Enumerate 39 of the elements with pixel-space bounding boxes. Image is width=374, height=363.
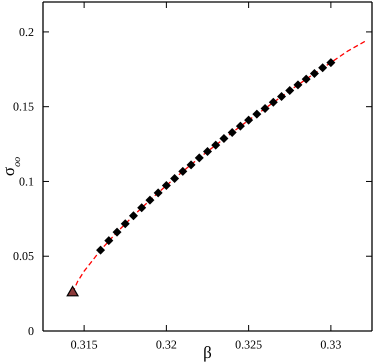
point [96, 246, 106, 255]
y-tick-label: 0 [28, 324, 34, 338]
point [203, 147, 212, 156]
point [285, 86, 294, 96]
x-tick-label: 0.315 [70, 338, 98, 352]
point [219, 134, 228, 144]
point [128, 211, 138, 220]
point [170, 174, 180, 183]
point [277, 92, 286, 102]
point [194, 153, 204, 162]
y-tick-label: 0.15 [13, 100, 34, 114]
point [302, 74, 311, 84]
point [228, 128, 237, 138]
point [236, 122, 245, 131]
y-tick-label: 0.2 [19, 24, 34, 39]
point [293, 80, 302, 90]
point [145, 196, 154, 205]
point [154, 188, 163, 198]
point [120, 219, 130, 228]
point [244, 116, 254, 125]
point [104, 236, 114, 246]
point [326, 58, 336, 68]
y-tick-label: 0.05 [13, 249, 34, 264]
x-axis-title: β [203, 343, 212, 362]
point [112, 228, 122, 237]
point [178, 166, 188, 176]
point [137, 203, 146, 212]
point [162, 180, 171, 190]
point [318, 63, 328, 72]
point [310, 68, 319, 78]
point [186, 160, 196, 170]
x-tick-label: 0.325 [235, 338, 262, 352]
point [260, 104, 270, 113]
point [252, 110, 262, 119]
point [211, 140, 220, 150]
point [268, 98, 278, 107]
x-tick-label: 0.32 [156, 338, 177, 352]
y-tick-label: 0.1 [19, 174, 34, 188]
x-tick-label: 0.33 [320, 338, 342, 352]
